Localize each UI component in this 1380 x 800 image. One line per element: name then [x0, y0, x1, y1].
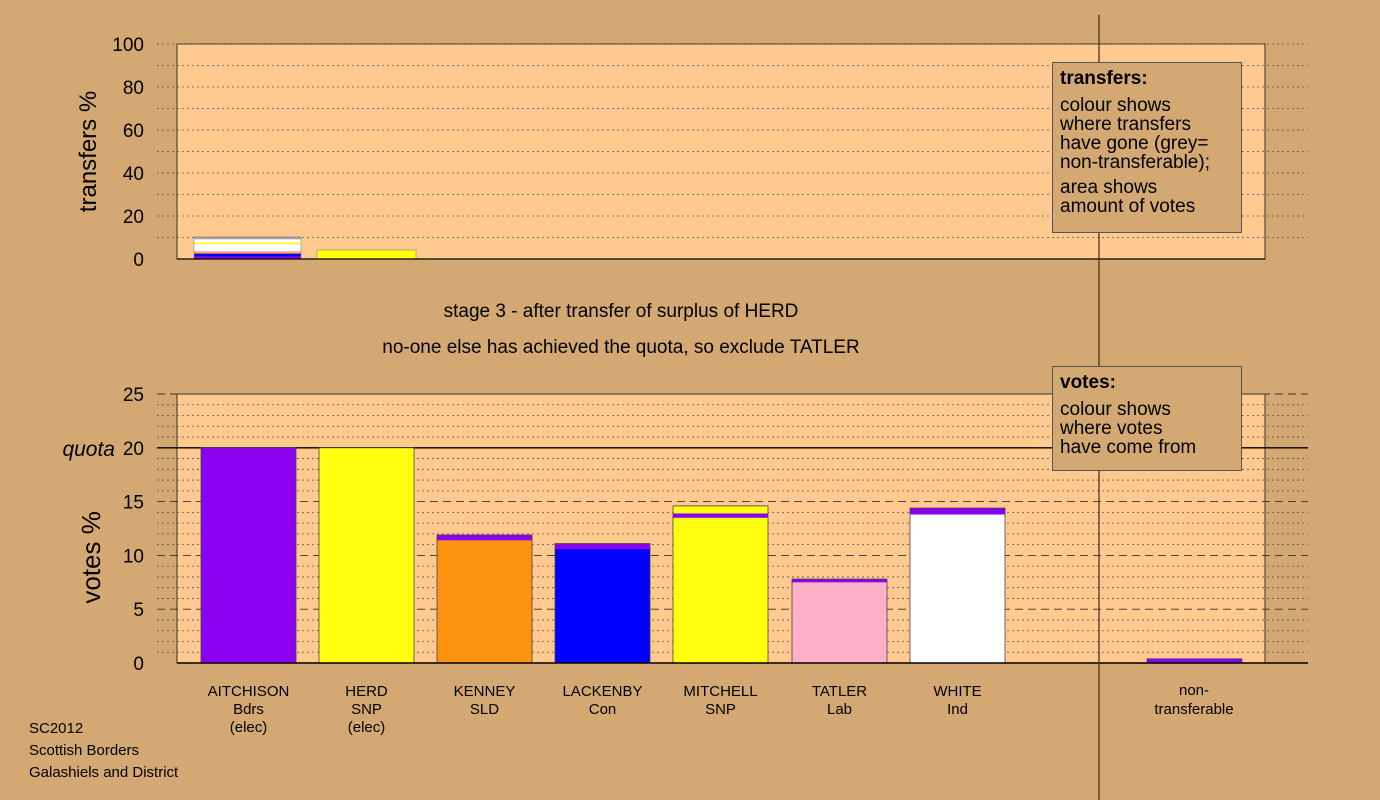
candidate-label: Bdrs	[233, 701, 264, 718]
transfers-bar-segment	[194, 242, 301, 245]
votes-bar-segment	[555, 548, 650, 663]
transfers-bar-segment	[194, 256, 301, 259]
votes-legend: votes: colour shows where votes have com…	[1052, 366, 1242, 471]
votes-legend-title: votes:	[1060, 372, 1116, 393]
transfers-y-axis-label: transfers %	[75, 91, 102, 212]
votes-bar-segment	[201, 447, 296, 663]
candidate-label: KENNEY	[454, 683, 516, 700]
candidate-label: Ind	[947, 701, 968, 718]
transfers-y-tick-label: 20	[123, 207, 144, 228]
transfers-legend: transfers: colour shows where transfers …	[1052, 62, 1242, 233]
transfers-bar-segment	[194, 252, 301, 254]
transfers-bar-segment	[194, 244, 301, 252]
votes-bar-segment	[319, 447, 414, 663]
nontransferable-label: transferable	[1154, 701, 1233, 718]
candidate-label: WHITE	[933, 683, 981, 700]
candidate-label: Con	[589, 701, 617, 718]
transfers-y-tick-label: 60	[123, 121, 144, 142]
footer-ward: Galashiels and District	[29, 764, 179, 781]
votes-bar-segment	[792, 582, 887, 663]
transfers-bar-segment	[194, 251, 301, 253]
votes-y-tick-label: 5	[133, 600, 144, 621]
transfers-bar-segment	[317, 249, 416, 259]
transfers-legend-text-1: colour shows where transfers have gone (…	[1060, 95, 1210, 173]
votes-bar-segment	[437, 534, 532, 541]
nontransferable-label: non-	[1179, 682, 1209, 699]
votes-y-tick-label: 15	[123, 493, 144, 514]
stage-caption: stage 3 - after transfer of surplus of H…	[443, 301, 799, 322]
candidate-label: Lab	[827, 701, 852, 718]
candidate-label: SLD	[470, 701, 499, 718]
candidate-label: (elec)	[348, 719, 386, 736]
candidate-label: SNP	[351, 701, 382, 718]
votes-bar-segment	[792, 579, 887, 583]
footer-election: SC2012	[29, 720, 84, 737]
votes-y-tick-label: 10	[123, 546, 144, 567]
transfers-y-tick-label: 80	[123, 78, 144, 99]
candidate-label: (elec)	[230, 719, 268, 736]
votes-bar-segment	[555, 543, 650, 549]
votes-bar-segment	[910, 508, 1005, 515]
transfers-y-tick-label: 40	[123, 164, 144, 185]
votes-bar-segment	[437, 540, 532, 663]
transfers-bar-segment	[194, 236, 301, 240]
votes-y-tick-label: 0	[133, 654, 144, 675]
candidate-label: AITCHISON	[208, 683, 290, 700]
transfers-bar-segment	[194, 253, 301, 257]
candidate-label: TATLER	[812, 683, 867, 700]
votes-bar-segment	[673, 513, 768, 518]
votes-bar-segment	[910, 514, 1005, 663]
candidate-label: LACKENBY	[562, 683, 642, 700]
votes-bar-segment	[673, 505, 768, 514]
transfers-legend-title: transfers:	[1060, 68, 1148, 89]
exclusion-caption: no-one else has achieved the quota, so e…	[382, 337, 860, 358]
transfers-bar-segment	[194, 239, 301, 243]
transfers-legend-text-2: area shows amount of votes	[1060, 177, 1196, 217]
candidate-label: SNP	[705, 701, 736, 718]
transfers-y-tick-label: 0	[133, 250, 144, 271]
votes-bar-segment	[673, 517, 768, 663]
transfers-y-tick-label: 100	[112, 35, 144, 56]
votes-legend-text: colour shows where votes have come from	[1060, 399, 1197, 458]
footer-council: Scottish Borders	[29, 742, 140, 759]
quota-label: quota	[62, 438, 115, 461]
candidate-label: HERD	[345, 683, 388, 700]
votes-y-tick-label: 25	[123, 385, 144, 406]
votes-y-tick-label: 20	[123, 439, 144, 460]
votes-y-axis-label: votes %	[76, 511, 106, 604]
candidate-label: MITCHELL	[683, 683, 757, 700]
